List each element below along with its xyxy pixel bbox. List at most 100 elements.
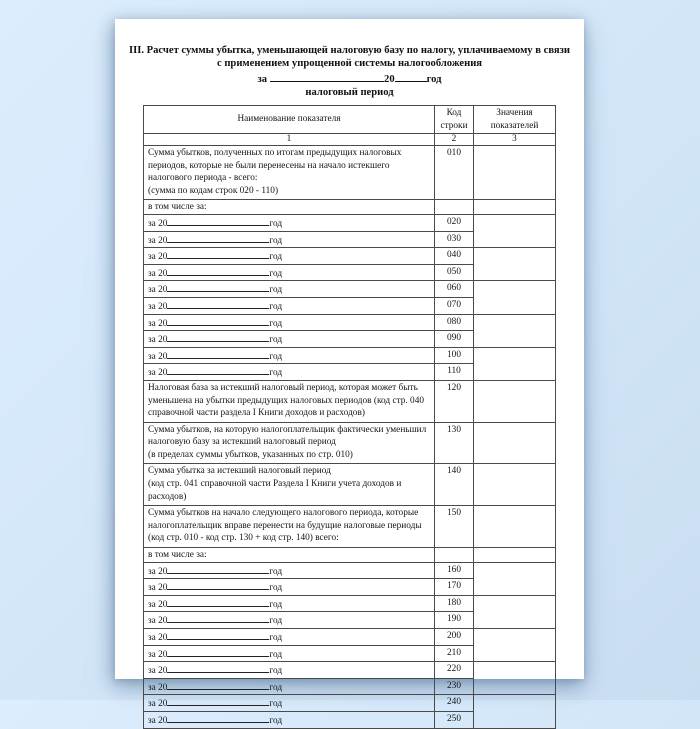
row-code: 010: [434, 144, 474, 201]
table-row: за 20 год 180: [143, 594, 556, 630]
year-blank-field: [167, 332, 270, 343]
year-suffix: год: [269, 318, 283, 329]
row-code: 080: [434, 313, 474, 332]
table-row: за 20 год 090: [143, 330, 556, 348]
table-row: за 20 год 240: [143, 694, 556, 729]
form-title-block: III. Расчет суммы убытка, уменьшающей на…: [115, 44, 584, 99]
row-code: 250: [434, 710, 474, 729]
table-row: за 20 год 020: [143, 213, 556, 249]
row-value-cell: [473, 547, 556, 563]
year-suffix: год: [269, 335, 283, 346]
table-row: за 20 год 100: [143, 346, 556, 381]
form-period-line: за 20 год: [115, 71, 584, 86]
year-prefix: за 20: [148, 368, 168, 379]
year-suffix: год: [269, 599, 283, 610]
year-prefix: за 20: [148, 649, 168, 660]
year-suffix: год: [269, 682, 283, 693]
row-code: 160: [434, 561, 474, 580]
row-name: за 20 год: [143, 230, 435, 249]
header-values-column: Значения показателей: [473, 105, 556, 134]
row-value-cell: [473, 505, 556, 549]
year-suffix: год: [269, 285, 283, 296]
year-blank-field: [167, 647, 270, 657]
row-name: за 20 год: [143, 677, 435, 696]
year-blank-field: [167, 282, 270, 293]
numbering-name: 1: [143, 133, 435, 146]
year-prefix: за 20: [148, 235, 168, 246]
year-blank-field: [167, 613, 270, 624]
row-name: за 20 год: [143, 330, 435, 348]
row-name: за 20 год: [143, 594, 435, 613]
year-blank-field: [167, 266, 270, 276]
year-prefix: за 20: [148, 351, 168, 362]
form-title-line1: III. Расчет суммы убытка, уменьшающей на…: [128, 45, 570, 56]
row-value-cell: [473, 379, 556, 423]
period-prefix: за: [257, 74, 268, 85]
table-header-row: Наименование показателя Код строки Значе…: [143, 105, 556, 134]
year-suffix: год: [269, 252, 283, 263]
table-row: за 20 год 210: [143, 644, 556, 663]
row-value-cell: [473, 247, 556, 282]
row-value-cell: [473, 199, 556, 215]
year-suffix: год: [269, 649, 283, 660]
row-name: за 20 год: [143, 644, 435, 663]
row-code: 190: [434, 611, 474, 629]
loss-calculation-table: Наименование показателя Код строки Значе…: [143, 105, 556, 729]
year-blank-field: [167, 630, 270, 640]
year-suffix: год: [269, 268, 283, 279]
row-code: [434, 199, 474, 215]
row-value-cell: [473, 594, 556, 630]
row-value-cell: [473, 313, 556, 348]
row-code: 130: [434, 421, 474, 465]
row-name: за 20 год: [143, 694, 435, 712]
row-value-cell: [473, 144, 556, 201]
year-prefix: за 20: [148, 335, 168, 346]
row-code: 050: [434, 263, 474, 282]
year-prefix: за 20: [148, 682, 168, 693]
year-suffix: год: [269, 368, 283, 379]
year-suffix: год: [269, 666, 283, 677]
year-blank-field: [167, 680, 270, 690]
row-name: за 20 год: [143, 661, 435, 679]
year-prefix: за 20: [148, 318, 168, 329]
row-name: за 20 год: [143, 611, 435, 629]
year-suffix: год: [269, 699, 283, 710]
year-prefix: за 20: [148, 583, 168, 594]
year-suffix: год: [269, 633, 283, 643]
table-row: Сумма убытка за истекший налоговый перио…: [143, 463, 556, 507]
row-code: 140: [434, 463, 474, 507]
year-prefix: за 20: [148, 633, 168, 643]
row-code: 020: [434, 213, 474, 232]
table-subheader-row: в том числе за:: [143, 547, 556, 563]
row-name: за 20 год: [143, 263, 435, 282]
table-row: Сумма убытков, на которую налогоплательщ…: [143, 421, 556, 465]
year-blank-field: [167, 696, 270, 707]
year-prefix: за 20: [148, 301, 168, 312]
row-name: за 20 год: [143, 346, 435, 365]
period-century: 20: [384, 74, 395, 85]
numbering-values: 3: [473, 133, 556, 146]
row-name: за 20 год: [143, 710, 435, 729]
table-row: за 20 год 080: [143, 313, 556, 348]
row-name: за 20 год: [143, 561, 435, 580]
row-code: 110: [434, 363, 474, 381]
year-prefix: за 20: [148, 666, 168, 677]
row-name: Сумма убытков на начало следующего налог…: [143, 505, 435, 549]
column-numbering-row: 1 2 3: [143, 133, 556, 146]
year-blank-field: [167, 663, 270, 674]
table-row: Налоговая база за истекший налоговый пер…: [143, 379, 556, 423]
row-name: за 20 год: [143, 578, 435, 596]
row-code: 170: [434, 578, 474, 596]
year-blank-field: [167, 316, 270, 326]
row-name: за 20 год: [143, 296, 435, 315]
row-value-cell: [473, 346, 556, 381]
header-name-column: Наименование показателя: [143, 105, 435, 134]
table-subheader-row: в том числе за:: [143, 199, 556, 215]
row-code: 060: [434, 280, 474, 298]
table-row: за 20 год 160: [143, 561, 556, 596]
row-name: за 20 год: [143, 313, 435, 332]
row-code: 230: [434, 677, 474, 696]
year-blank-field: [167, 713, 270, 723]
table-row: за 20 год 200: [143, 627, 556, 663]
